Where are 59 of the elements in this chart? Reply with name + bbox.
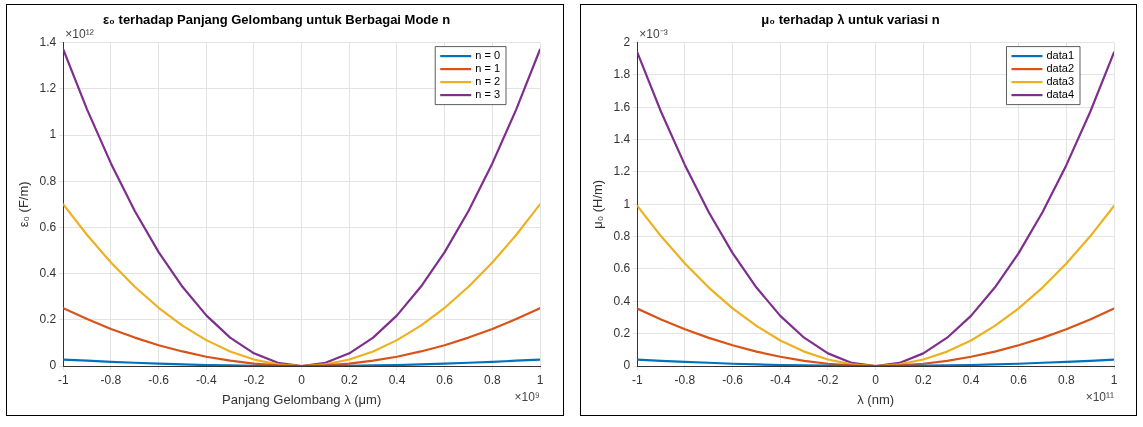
y-tick-label: 0.8 [613,228,631,243]
x-axis-title: λ (nm) [856,391,894,407]
text: ×10¹¹ [1085,390,1114,405]
x-tick-label: -0.8 [100,372,122,387]
x-tick-label: 1 [1110,372,1118,387]
x-tick-label: -0.2 [243,372,265,387]
x-tick-label: 0.6 [436,372,454,387]
x-tick-label: 0 [298,372,306,387]
legend-label: n = 3 [475,88,501,101]
text: ×10⁹ [514,390,540,405]
x-tick-label: -0.4 [195,372,217,387]
y-tick-label: 0.6 [39,219,57,234]
legend-label: data1 [1045,49,1074,62]
y-tick-label: 0.4 [39,265,57,280]
text: ×10¹² [65,26,94,41]
legend-label: data4 [1045,88,1074,101]
y-tick-label: 0.6 [613,261,631,276]
y-tick-label: 0.8 [39,173,57,188]
x-tick-label: -0.6 [148,372,170,387]
legend-label: n = 0 [475,49,501,62]
x-tick-label: 0.2 [914,372,932,387]
y-tick-label: 0.4 [613,293,631,308]
x-tick-label: 0.4 [962,372,980,387]
x-tick-label: -1 [57,372,69,387]
x-tick-label: 1 [536,372,544,387]
y-tick-label: 2 [623,34,631,49]
x-tick-label: 0.6 [1009,372,1027,387]
legend-label: n = 2 [475,75,501,88]
x-tick-label: 0 [871,372,879,387]
chart-title: ε₀ terhadap Panjang Gelombang untuk Berbagai Mode n [102,12,451,28]
x-tick-label: 0.4 [388,372,406,387]
y-tick-label: 1.6 [613,99,631,114]
y-tick-label: 0.2 [613,325,631,340]
x-tick-label: -0.4 [769,372,791,387]
chart-title: μ₀ terhadap λ untuk variasi n [760,12,940,28]
x-tick-label: 0.8 [1057,372,1075,387]
legend-label: data3 [1045,75,1074,88]
y-tick-label: 0 [49,358,57,373]
y-tick-label: 1 [49,127,57,142]
x-tick-label: 0.8 [483,372,501,387]
x-tick-label: -1 [631,372,643,387]
text: ×10⁻³ [638,26,668,41]
y-tick-label: 1.2 [613,164,631,179]
x-tick-label: -0.2 [817,372,839,387]
x-axis-title: Panjang Gelombang λ (μm) [222,391,382,407]
y-tick-label: 1.2 [39,81,57,96]
y-axis-title: ε₀ (F/m) [16,181,32,228]
x-tick-label: -0.8 [674,372,696,387]
y-tick-label: 1.4 [613,131,631,146]
y-tick-label: 1.8 [613,67,631,82]
x-tick-label: 0.2 [340,372,358,387]
x-tick-label: -0.6 [721,372,743,387]
legend-label: data2 [1045,62,1074,75]
y-tick-label: 1.4 [39,34,57,49]
y-tick-label: 0 [623,358,631,373]
y-tick-label: 1 [623,196,631,211]
y-axis-title: μ₀ (H/m) [589,179,605,229]
legend-label: n = 1 [475,62,501,75]
y-tick-label: 0.2 [39,312,57,327]
